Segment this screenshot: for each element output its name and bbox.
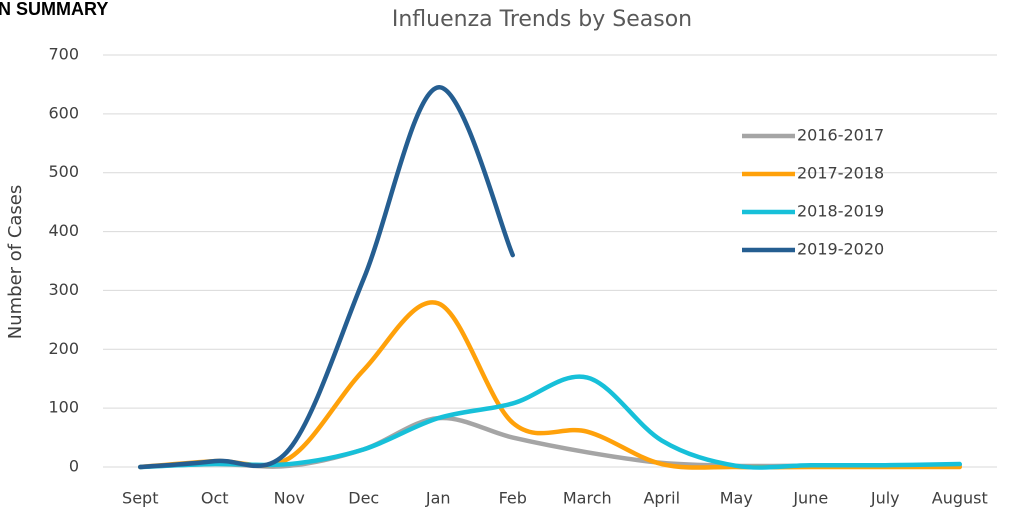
x-tick-label: Feb: [499, 489, 527, 508]
y-tick-label: 300: [48, 280, 79, 299]
x-tick-label: Jan: [425, 489, 451, 508]
y-tick-label: 400: [48, 221, 79, 240]
y-axis-label: Number of Cases: [5, 185, 26, 340]
x-tick-label: July: [870, 489, 900, 508]
y-tick-label: 600: [48, 103, 79, 122]
x-tick-label: Oct: [201, 489, 229, 508]
x-tick-label: April: [643, 489, 680, 508]
page-heading: N SUMMARY: [0, 0, 108, 19]
y-tick-label: 100: [48, 398, 79, 417]
y-tick-label: 700: [48, 45, 79, 64]
y-tick-label: 500: [48, 162, 79, 181]
y-tick-label: 200: [48, 339, 79, 358]
legend-label: 2018-2019: [797, 202, 884, 221]
chart-title: Influenza Trends by Season: [392, 7, 692, 32]
x-tick-label: Sept: [122, 489, 158, 508]
x-tick-label: March: [563, 489, 612, 508]
x-tick-label: June: [792, 489, 828, 508]
x-tick-label: May: [720, 489, 753, 508]
legend-label: 2019-2020: [797, 240, 884, 259]
series-line: [138, 415, 962, 470]
x-tick-label: Nov: [274, 489, 305, 508]
x-tick-label: August: [932, 489, 988, 508]
series-line: [138, 85, 515, 470]
y-tick-label: 0: [69, 457, 79, 476]
legend-label: 2017-2018: [797, 164, 884, 183]
series-line: [138, 374, 962, 470]
legend-label: 2016-2017: [797, 126, 884, 145]
x-tick-label: Dec: [348, 489, 379, 508]
